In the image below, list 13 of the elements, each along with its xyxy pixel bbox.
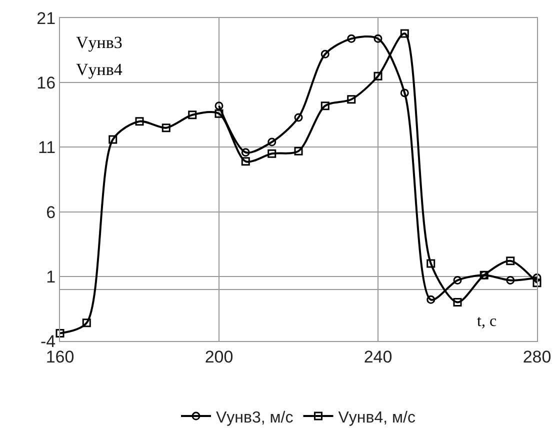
y-tick-label: 1	[46, 267, 56, 286]
legend-label: Vунв3, м/с	[216, 409, 294, 426]
y-tick-label: 16	[36, 74, 56, 93]
annotation: Vунв4	[76, 60, 123, 79]
y-tick-label: 11	[38, 138, 56, 158]
x-tick-label: 240	[364, 347, 392, 366]
y-tick-label: 21	[36, 8, 56, 28]
legend-label: Vунв4, м/с	[338, 409, 416, 426]
x-tick-label: 280	[522, 347, 552, 366]
x-tick-label: 200	[204, 347, 234, 366]
annotation: Vунв3	[76, 33, 122, 52]
x-axis-title: t, c	[477, 313, 497, 330]
y-tick-label: 6	[46, 202, 56, 222]
